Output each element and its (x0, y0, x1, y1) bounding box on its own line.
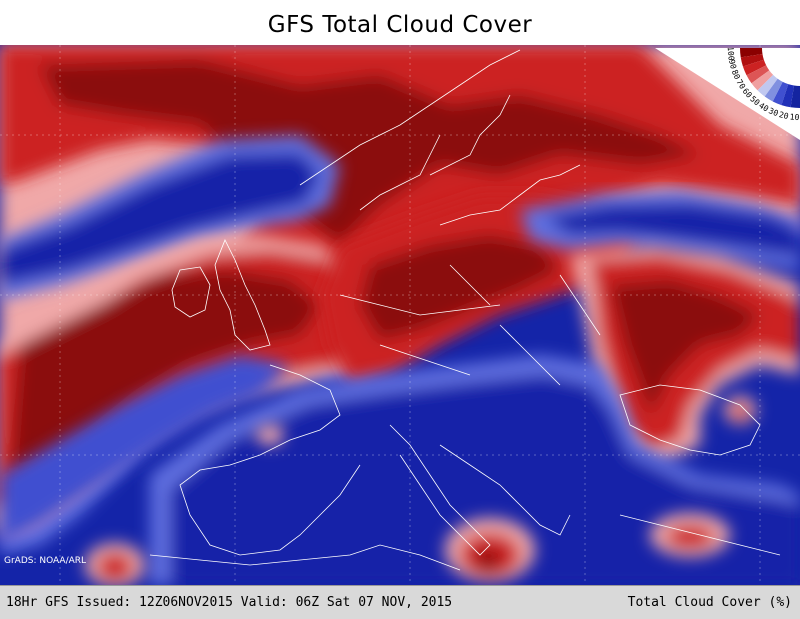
southern-cloud-cells (85, 396, 756, 585)
legend-label-20: 20 (778, 110, 790, 121)
atlantic-clear-gap (0, 135, 340, 300)
legend-swatch-70 (746, 65, 770, 84)
credit-label: GrADS: NOAA/ARL (4, 556, 87, 566)
legend-label-80: 80 (730, 68, 742, 81)
legend-swatch-40 (764, 78, 783, 102)
legend-swatch-90 (740, 53, 764, 67)
legend-label-10: 10 (789, 112, 799, 122)
mediterranean-clear-region (150, 355, 800, 585)
legend-label-70: 70 (734, 78, 747, 91)
legend-label-90: 90 (727, 58, 738, 70)
legend-swatch-80 (742, 59, 767, 76)
balkan-cloud-tongue (570, 245, 800, 465)
legend-swatch-20 (781, 84, 795, 108)
biscay-clear-band (0, 355, 290, 545)
legend-label-30: 30 (767, 106, 780, 118)
grid-lines (0, 45, 800, 585)
legend-label-40: 40 (757, 101, 770, 114)
coastlines (149, 49, 781, 571)
cloud-cover-map (0, 45, 800, 585)
page-title: GFS Total Cloud Cover (267, 12, 533, 38)
variable-name-text: Total Cloud Cover (%) (627, 595, 792, 610)
legend-swatch-50 (757, 74, 778, 97)
baltic-clear-pocket (520, 190, 800, 270)
legend-swatch-30 (772, 81, 789, 106)
issued-valid-text: 18Hr GFS Issued: 12Z06NOV2015 Valid: 06Z… (6, 595, 453, 610)
legend-swatch-10 (790, 85, 800, 108)
footer-bar: 18Hr GFS Issued: 12Z06NOV2015 Valid: 06Z… (0, 585, 800, 619)
cloud-mass-north (0, 45, 800, 345)
legend-swatch-100 (740, 48, 763, 58)
legend-swatch-60 (751, 70, 774, 91)
legend-label-100: 100 (726, 48, 736, 61)
